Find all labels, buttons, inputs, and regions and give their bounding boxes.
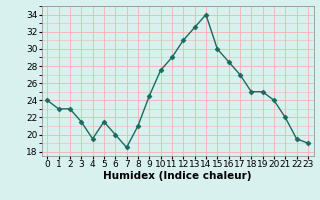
X-axis label: Humidex (Indice chaleur): Humidex (Indice chaleur)	[103, 171, 252, 181]
